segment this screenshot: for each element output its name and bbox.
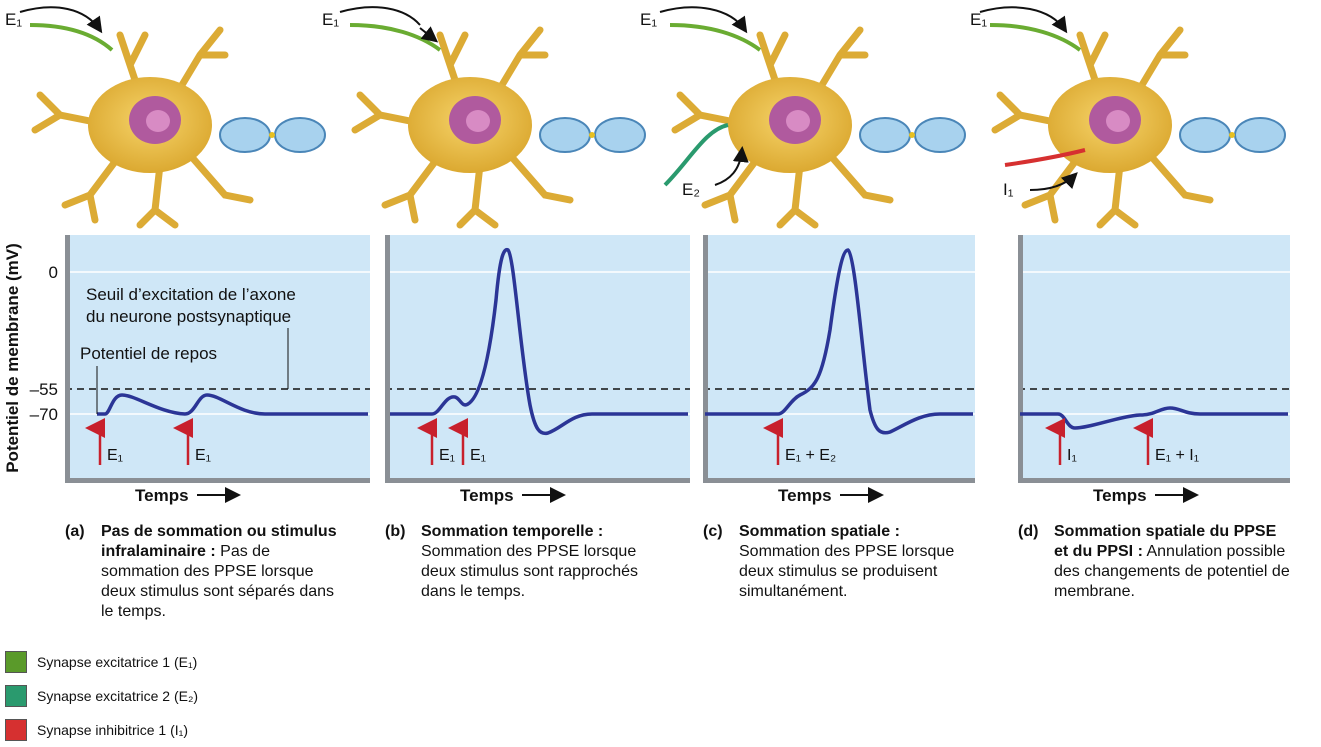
x-axis-label: Temps (460, 486, 514, 505)
plot-area (1018, 235, 1290, 480)
arrow-label: E₁ + I₁ (1155, 447, 1199, 464)
caption-text: Pas de sommation des PPSE lorsque deux s… (101, 543, 335, 620)
annotation: Seuil d’excitation de l’axone (86, 285, 296, 304)
x-axis-label: Temps (778, 486, 832, 505)
caption-body: Pas de sommation ou stimulus infralamina… (101, 522, 340, 622)
caption: (d) Sommation spatiale du PPSE et du PPSI… (1018, 522, 1293, 602)
legend-item: Synapse inhibitrice 1 (I₁) (5, 719, 188, 741)
input-label: E₁ (5, 10, 22, 29)
caption-letter: (a) (65, 523, 85, 540)
arrow-label: E₁ (195, 447, 211, 464)
caption-title: Sommation spatiale du PPSE et du PPSI : (1054, 523, 1277, 560)
membrane-potential-curve (1020, 406, 1288, 430)
caption-title: Sommation temporelle : (421, 523, 604, 540)
legend-label: Synapse excitatrice 1 (E₁) (37, 654, 198, 670)
membrane-potential-curve (390, 247, 688, 436)
x-axis-label: Temps (135, 486, 189, 505)
y-axis (385, 235, 390, 483)
legend-label: Synapse excitatrice 2 (E₂) (37, 688, 199, 704)
y-axis (65, 235, 70, 483)
x-axis (385, 478, 690, 483)
annotation: du neurone postsynaptique (86, 307, 291, 326)
caption-body: Sommation spatiale : Sommation des PPSE … (739, 522, 978, 602)
input-label: E₁ (970, 10, 987, 29)
caption-letter: (d) (1018, 523, 1039, 540)
legend-swatch (5, 651, 27, 673)
caption-body: Sommation temporelle : Sommation des PPS… (421, 522, 660, 602)
caption-text: Sommation des PPSE lorsque deux stimulus… (421, 543, 638, 600)
y-tick: –55 (30, 380, 58, 399)
caption-text: Sommation des PPSE lorsque deux stimulus… (739, 543, 955, 600)
neuron (995, 30, 1285, 225)
input-label: E₁ (322, 10, 339, 29)
neuron (35, 30, 325, 225)
caption-title: Pas de sommation ou stimulus infralamina… (101, 523, 337, 560)
plot-area (385, 235, 690, 480)
stimulus-arrows (19, 6, 1078, 191)
arrow-label: E₁ + E₂ (785, 447, 836, 464)
arrow-label: I₁ (1067, 447, 1077, 464)
input-label: E₁ (640, 10, 657, 29)
caption: (b) Sommation temporelle : Sommation des … (385, 522, 660, 602)
y-tick: –70 (30, 405, 58, 424)
arrow-label: E₁ (107, 447, 123, 464)
y-axis (1018, 235, 1023, 483)
graphs: E₁ E₁ Temps E₁ E₁ Temps E₁ + E₂ Temps I₁ E₁ + I₁ T… (65, 235, 1290, 505)
x-axis (1018, 478, 1290, 483)
membrane-potential-curve (97, 393, 368, 416)
caption-text: Annulation possible des changements de p… (1054, 543, 1290, 600)
caption-body: Sommation spatiale du PPSE et du PPSI : … (1054, 522, 1293, 602)
legend-swatch (5, 685, 27, 707)
annotation: Potentiel de repos (80, 344, 217, 363)
membrane-potential-curve (705, 248, 973, 435)
legend-label: Synapse inhibitrice 1 (I₁) (37, 722, 189, 738)
legend-swatch (5, 719, 27, 741)
arrow-label: E₁ (470, 447, 486, 464)
x-axis (703, 478, 975, 483)
caption-title: Sommation spatiale : (739, 523, 900, 540)
caption-letter: (c) (703, 523, 723, 540)
arrow-label: E₁ (439, 447, 455, 464)
input-label: I₁ (1003, 180, 1014, 199)
x-axis-label: Temps (1093, 486, 1147, 505)
legend-item: Synapse excitatrice 1 (E₁) (5, 651, 197, 673)
y-axis-label: Potentiel de membrane (mV) (3, 243, 22, 473)
y-tick: 0 (49, 263, 58, 282)
legend-item: Synapse excitatrice 2 (E₂) (5, 685, 198, 707)
neuron (355, 30, 645, 225)
x-axis (65, 478, 370, 483)
synapse-axons (29, 23, 1086, 187)
caption: (a) Pas de sommation ou stimulus infralam… (65, 522, 340, 622)
y-axis (703, 235, 708, 483)
caption-letter: (b) (385, 523, 406, 540)
input-label: E₂ (682, 180, 700, 199)
caption: (c) Sommation spatiale : Sommation des PP… (703, 522, 978, 602)
plot-area (65, 235, 370, 480)
